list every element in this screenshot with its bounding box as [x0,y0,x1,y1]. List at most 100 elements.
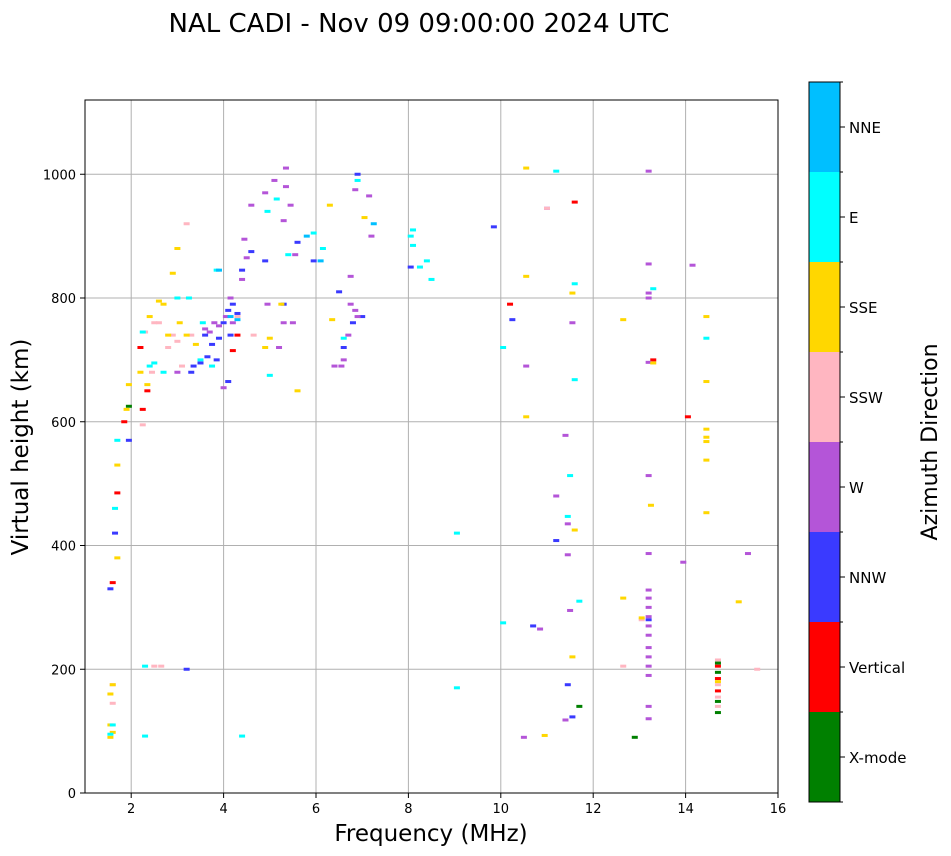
point-ssw [158,664,165,668]
point-sse [620,596,627,600]
point-vertical [571,200,578,204]
point-sse [714,680,721,684]
colorbar-tick-label: NNW [849,569,886,587]
point-e [553,169,560,173]
colorbar-tick-label: Vertical [849,659,905,677]
point-w [287,203,294,207]
point-sse [541,733,548,737]
point-x-mode [714,661,721,665]
point-w [645,596,652,600]
point-sse [176,321,183,325]
point-x-mode [576,704,583,708]
point-nnw [204,355,211,359]
point-sse [329,318,336,322]
point-w [352,188,359,192]
point-ssw [188,333,195,337]
point-w [264,302,271,306]
point-nne [227,315,234,319]
colorbar-tick-label: E [849,209,858,227]
point-sse [183,333,190,337]
point-w [645,474,652,478]
point-e [354,178,361,182]
point-ssw [234,315,241,319]
point-vertical [229,349,236,353]
point-ssw [754,667,761,671]
point-vertical [714,664,721,668]
point-w [262,191,269,195]
y-axis-ticks: 0 200 400 600 800 1000 [43,168,85,802]
point-sse [703,511,710,515]
point-w [215,324,222,328]
point-nnw [213,358,220,362]
point-e [576,599,583,603]
point-w [280,321,287,325]
point-sse [155,299,162,303]
point-e [500,346,507,349]
grid-lines [85,100,779,794]
y-tick-label: 600 [51,416,76,431]
x-tick-label: 12 [585,802,602,817]
point-nnw [340,346,347,349]
point-w [744,552,751,556]
point-w [174,370,181,374]
point-ssw [148,370,155,374]
point-sse [294,389,301,393]
point-ssw [139,423,146,427]
point-e [423,259,430,263]
point-w [689,263,696,267]
y-tick-label: 800 [51,292,76,307]
point-vertical [507,302,514,306]
point-ssw [714,658,721,662]
point-e [160,370,167,374]
point-nnw [564,683,571,687]
point-w [520,735,527,739]
point-ssw [179,364,186,368]
point-w [645,717,652,721]
point-e [703,336,710,340]
point-sse [361,216,368,220]
point-w [345,333,352,337]
point-nnw [248,250,255,254]
y-tick-label: 200 [51,663,76,678]
point-e [107,732,114,736]
point-e [199,321,206,325]
point-sse [160,302,167,306]
point-nnw [112,531,119,535]
point-w [347,274,354,278]
x-tick-label: 8 [404,802,412,817]
point-sse [107,735,114,739]
point-e [453,686,460,690]
colorbar-label: Azimuth Direction [918,343,943,540]
point-vertical [714,677,721,681]
point-e [197,358,204,362]
point-nnw [197,361,204,365]
point-e [109,723,116,727]
point-e [239,734,246,738]
point-nnw [310,259,317,263]
point-sse [107,692,114,696]
point-vertical [114,491,121,495]
point-sse [703,315,710,319]
point-sse [638,616,645,620]
point-nnw [294,240,301,244]
point-e [142,664,149,668]
point-w [645,664,652,668]
point-nne [215,268,222,272]
point-e [209,364,216,368]
point-w [338,364,345,368]
point-w [248,203,255,207]
point-nnw [490,225,497,229]
point-sse [703,380,710,384]
point-sse [146,315,153,319]
point-nnw [183,667,190,671]
point-nne [317,259,324,263]
point-nne [303,234,310,238]
point-sse [262,346,269,349]
y-tick-label: 400 [51,540,76,555]
point-nne [370,222,377,226]
point-nnw [229,302,236,306]
colorbar-segment-nnw [809,532,840,622]
point-e [146,364,153,368]
colorbar-segment-ssw [809,352,840,442]
plot-frame [84,99,779,794]
